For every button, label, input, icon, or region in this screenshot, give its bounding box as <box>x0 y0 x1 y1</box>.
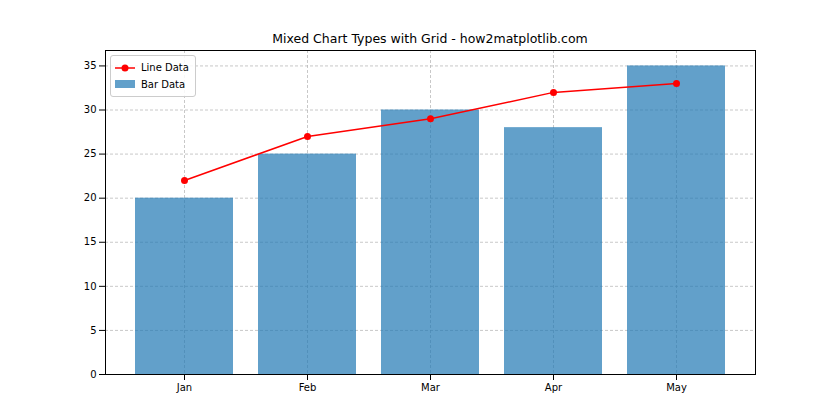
svg-text:15: 15 <box>84 236 97 247</box>
svg-text:Jan: Jan <box>176 382 192 393</box>
svg-text:Apr: Apr <box>545 382 563 393</box>
html-text:Bar Data: Bar Data <box>141 79 186 90</box>
html-text:Line Data: Line Data <box>141 62 189 73</box>
svg-text:0: 0 <box>90 369 96 380</box>
svg-text:5: 5 <box>90 325 96 336</box>
html-text:Mixed Chart Types with Grid -: Mixed Chart Types with Grid - how2matplo… <box>272 31 588 46</box>
svg-text:Feb: Feb <box>299 382 317 393</box>
svg-text:20: 20 <box>84 192 97 203</box>
svg-text:May: May <box>666 382 687 393</box>
svg-text:35: 35 <box>84 60 97 71</box>
svg-text:30: 30 <box>84 104 97 115</box>
svg-text:25: 25 <box>84 148 97 159</box>
svg-text:10: 10 <box>84 281 97 292</box>
svg-text:Mar: Mar <box>421 382 441 393</box>
